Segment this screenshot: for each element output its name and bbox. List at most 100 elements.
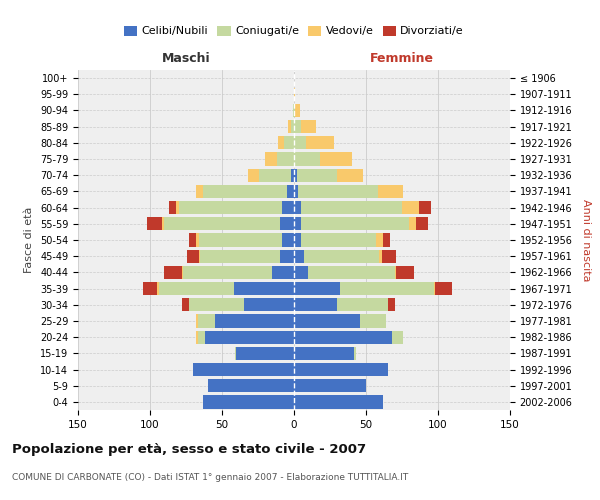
Bar xyxy=(294,136,305,149)
Bar xyxy=(294,379,366,392)
Bar xyxy=(377,185,403,198)
Bar xyxy=(337,168,363,182)
Bar xyxy=(199,250,200,263)
Bar xyxy=(259,168,291,182)
Bar xyxy=(272,266,294,279)
Bar xyxy=(416,217,428,230)
Bar xyxy=(236,346,294,360)
Bar xyxy=(301,120,316,134)
Bar xyxy=(244,298,294,312)
Bar xyxy=(294,217,301,230)
Bar xyxy=(233,282,294,295)
Bar xyxy=(215,314,294,328)
Bar xyxy=(199,234,283,246)
Bar xyxy=(291,168,294,182)
Bar xyxy=(297,168,337,182)
Bar xyxy=(294,396,383,408)
Bar xyxy=(301,201,402,214)
Bar xyxy=(294,363,388,376)
Bar xyxy=(294,346,355,360)
Bar xyxy=(187,250,199,263)
Bar xyxy=(265,152,277,166)
Bar xyxy=(157,282,158,295)
Y-axis label: Fasce di età: Fasce di età xyxy=(25,207,34,273)
Bar xyxy=(382,250,396,263)
Bar xyxy=(277,152,294,166)
Bar xyxy=(161,217,164,230)
Bar xyxy=(294,152,320,166)
Bar xyxy=(419,201,431,214)
Bar xyxy=(203,185,287,198)
Text: Maschi: Maschi xyxy=(161,52,211,65)
Bar xyxy=(182,266,183,279)
Bar xyxy=(294,234,301,246)
Bar xyxy=(189,234,196,246)
Text: COMUNE DI CARBONATE (CO) - Dati ISTAT 1° gennaio 2007 - Elaborazione TUTTITALIA.: COMUNE DI CARBONATE (CO) - Dati ISTAT 1°… xyxy=(12,472,408,482)
Bar xyxy=(164,266,182,279)
Bar xyxy=(189,298,244,312)
Bar xyxy=(287,185,294,198)
Bar xyxy=(304,250,379,263)
Bar xyxy=(301,217,409,230)
Bar xyxy=(197,314,215,328)
Bar xyxy=(283,201,294,214)
Bar xyxy=(402,201,419,214)
Bar xyxy=(280,217,294,230)
Bar xyxy=(379,250,382,263)
Bar xyxy=(305,136,334,149)
Bar xyxy=(196,330,197,344)
Bar xyxy=(294,314,360,328)
Bar xyxy=(392,330,403,344)
Bar xyxy=(196,185,203,198)
Bar xyxy=(196,314,197,328)
Bar xyxy=(283,234,294,246)
Bar xyxy=(278,136,284,149)
Bar xyxy=(388,298,395,312)
Bar xyxy=(164,217,280,230)
Bar xyxy=(294,120,301,134)
Bar xyxy=(295,104,300,117)
Text: Popolazione per età, sesso e stato civile - 2007: Popolazione per età, sesso e stato civil… xyxy=(12,442,366,456)
Bar xyxy=(143,282,157,295)
Bar xyxy=(298,185,377,198)
Bar xyxy=(396,266,413,279)
Bar xyxy=(294,282,340,295)
Bar xyxy=(235,346,236,360)
Bar xyxy=(179,201,283,214)
Bar xyxy=(203,396,294,408)
Bar xyxy=(193,363,294,376)
Bar xyxy=(248,168,259,182)
Bar xyxy=(293,104,294,117)
Legend: Celibi/Nubili, Coniugati/e, Vedovi/e, Divorziati/e: Celibi/Nubili, Coniugati/e, Vedovi/e, Di… xyxy=(119,21,469,41)
Bar xyxy=(294,298,337,312)
Bar xyxy=(294,104,295,117)
Bar xyxy=(376,234,383,246)
Bar xyxy=(182,298,189,312)
Bar xyxy=(197,330,205,344)
Bar xyxy=(340,282,434,295)
Bar xyxy=(147,217,161,230)
Bar xyxy=(183,266,272,279)
Bar xyxy=(169,201,176,214)
Bar xyxy=(294,168,297,182)
Bar xyxy=(434,282,435,295)
Y-axis label: Anni di nascita: Anni di nascita xyxy=(581,198,591,281)
Bar xyxy=(176,201,179,214)
Bar xyxy=(337,298,388,312)
Text: Femmine: Femmine xyxy=(370,52,434,65)
Bar xyxy=(208,379,294,392)
Bar xyxy=(395,266,396,279)
Bar xyxy=(294,88,295,101)
Bar xyxy=(294,185,298,198)
Bar xyxy=(158,282,233,295)
Bar xyxy=(205,330,294,344)
Bar xyxy=(360,314,386,328)
Bar xyxy=(284,136,294,149)
Bar xyxy=(200,250,280,263)
Bar xyxy=(308,266,395,279)
Bar xyxy=(320,152,352,166)
Bar xyxy=(355,346,356,360)
Bar xyxy=(288,120,291,134)
Bar xyxy=(409,217,416,230)
Bar xyxy=(383,234,391,246)
